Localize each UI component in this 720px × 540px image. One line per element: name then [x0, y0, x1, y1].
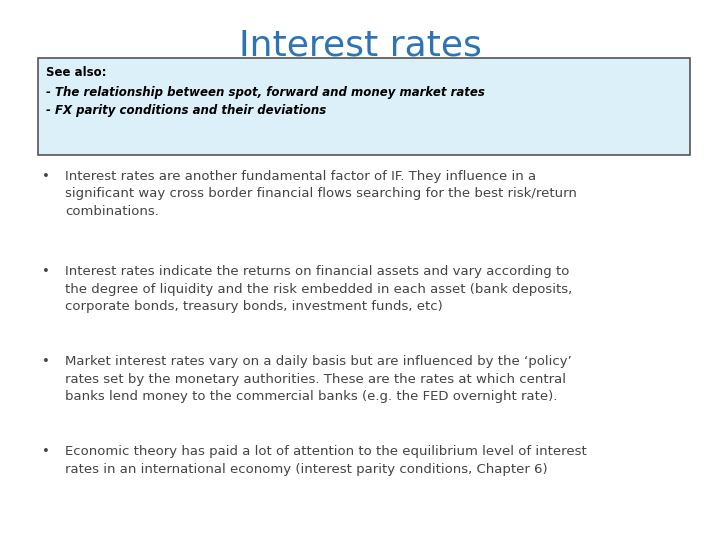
Text: Interest rates: Interest rates — [238, 28, 482, 62]
Text: Interest rates are another fundamental factor of IF. They influence in a
signifi: Interest rates are another fundamental f… — [65, 170, 577, 218]
Text: Interest rates indicate the returns on financial assets and vary according to
th: Interest rates indicate the returns on f… — [65, 265, 572, 313]
Text: - The relationship between spot, forward and money market rates: - The relationship between spot, forward… — [46, 86, 485, 99]
Text: •: • — [42, 355, 50, 368]
Text: •: • — [42, 170, 50, 183]
Text: Market interest rates vary on a daily basis but are influenced by the ‘policy’
r: Market interest rates vary on a daily ba… — [65, 355, 572, 403]
Text: •: • — [42, 265, 50, 278]
Text: Economic theory has paid a lot of attention to the equilibrium level of interest: Economic theory has paid a lot of attent… — [65, 445, 587, 476]
Text: - FX parity conditions and their deviations: - FX parity conditions and their deviati… — [46, 104, 326, 117]
FancyBboxPatch shape — [38, 58, 690, 155]
Text: •: • — [42, 445, 50, 458]
Text: See also:: See also: — [46, 66, 107, 79]
